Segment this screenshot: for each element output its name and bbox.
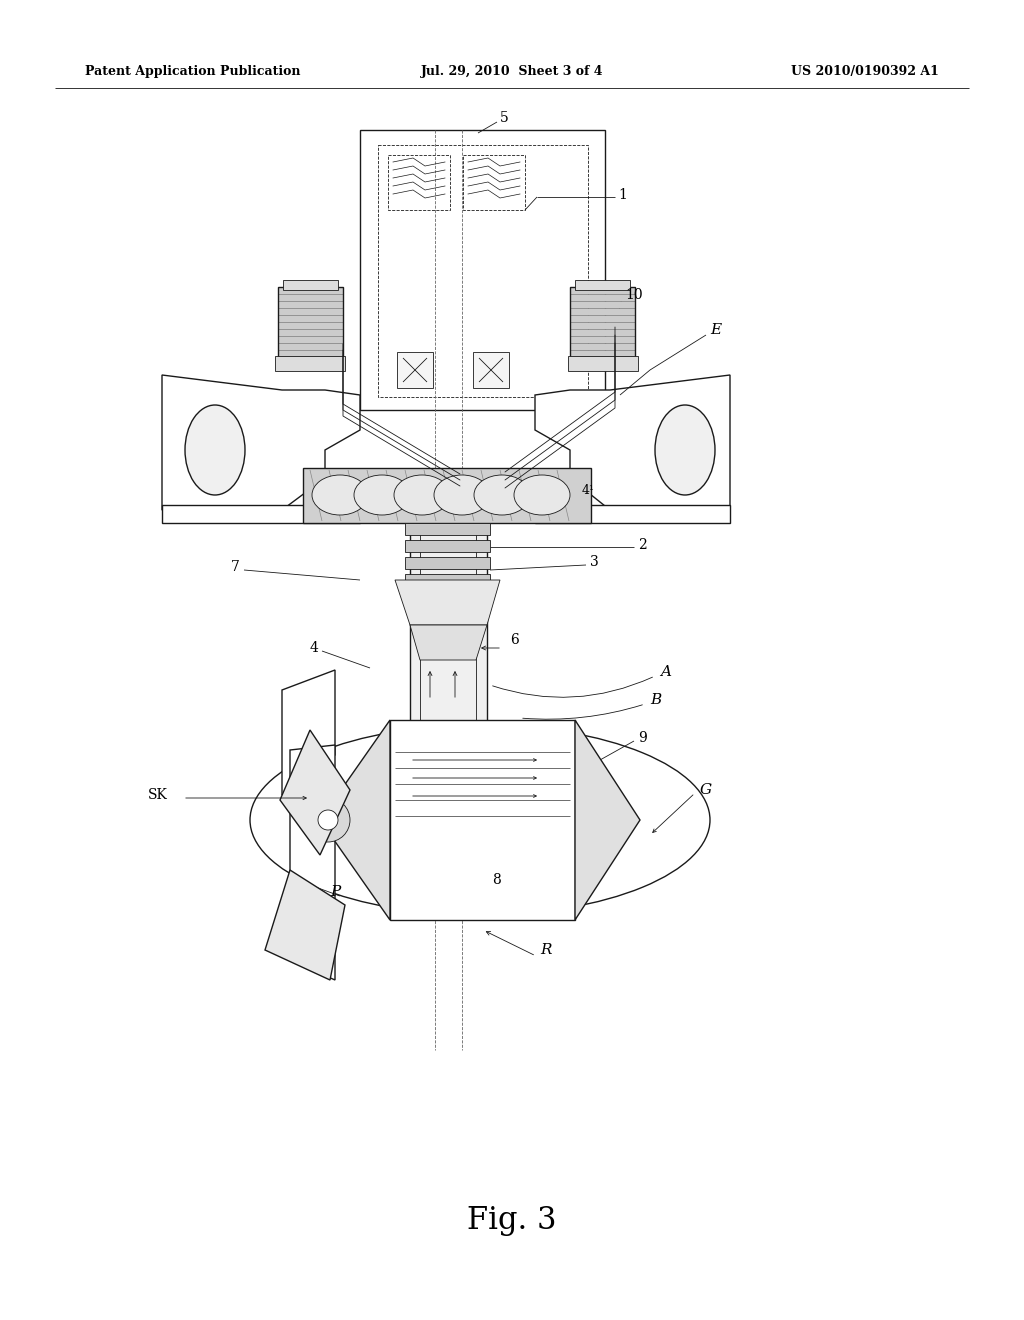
Bar: [390, 719, 575, 920]
Text: 9: 9: [638, 731, 647, 744]
Ellipse shape: [434, 475, 490, 515]
Ellipse shape: [312, 475, 368, 515]
Bar: [535, 506, 730, 523]
Bar: [570, 350, 635, 356]
Bar: [406, 557, 490, 569]
Bar: [570, 301, 635, 308]
Text: 10: 10: [625, 288, 643, 302]
Ellipse shape: [354, 475, 410, 515]
Bar: [275, 356, 345, 371]
Ellipse shape: [250, 725, 710, 915]
Bar: [570, 294, 635, 301]
Polygon shape: [410, 624, 487, 660]
Polygon shape: [282, 671, 335, 795]
Text: SK: SK: [148, 788, 168, 803]
Polygon shape: [265, 870, 345, 979]
Text: 5: 5: [500, 111, 509, 125]
Polygon shape: [290, 744, 335, 979]
Bar: [378, 145, 588, 397]
Ellipse shape: [185, 405, 245, 495]
Polygon shape: [319, 719, 390, 920]
Bar: [278, 315, 343, 322]
Polygon shape: [535, 375, 730, 510]
Ellipse shape: [514, 475, 570, 515]
Bar: [278, 343, 343, 350]
Text: P: P: [330, 884, 340, 899]
Polygon shape: [575, 719, 640, 920]
Text: A: A: [660, 665, 671, 678]
Bar: [278, 286, 343, 294]
Text: E: E: [710, 323, 721, 337]
Bar: [570, 286, 635, 356]
Bar: [162, 506, 360, 523]
Bar: [575, 280, 630, 290]
Bar: [397, 352, 433, 388]
Bar: [406, 540, 490, 552]
Text: Jul. 29, 2010  Sheet 3 of 4: Jul. 29, 2010 Sheet 3 of 4: [421, 66, 603, 78]
Bar: [278, 329, 343, 337]
Ellipse shape: [394, 475, 450, 515]
Bar: [410, 520, 487, 865]
Bar: [278, 308, 343, 315]
Bar: [388, 154, 450, 210]
Polygon shape: [162, 375, 360, 510]
Bar: [278, 322, 343, 329]
Bar: [278, 337, 343, 343]
Bar: [570, 315, 635, 322]
Bar: [570, 322, 635, 329]
Text: Fig. 3: Fig. 3: [467, 1204, 557, 1236]
Ellipse shape: [318, 810, 338, 830]
Polygon shape: [395, 579, 500, 624]
Text: 1: 1: [618, 187, 627, 202]
Bar: [406, 574, 490, 586]
Text: US 2010/0190392 A1: US 2010/0190392 A1: [792, 66, 939, 78]
Bar: [283, 280, 338, 290]
Ellipse shape: [474, 475, 530, 515]
Text: 7: 7: [231, 560, 240, 574]
Polygon shape: [280, 730, 350, 855]
Bar: [463, 154, 525, 210]
Bar: [570, 329, 635, 337]
Text: G: G: [700, 783, 712, 797]
Bar: [278, 294, 343, 301]
Bar: [570, 337, 635, 343]
Text: Patent Application Publication: Patent Application Publication: [85, 66, 300, 78]
Text: 8: 8: [492, 873, 501, 887]
Bar: [278, 301, 343, 308]
Text: 4¹: 4¹: [582, 483, 595, 496]
Bar: [568, 356, 638, 371]
Text: 2: 2: [638, 539, 647, 552]
Bar: [570, 308, 635, 315]
Bar: [303, 469, 591, 523]
Text: R: R: [540, 942, 552, 957]
Bar: [278, 286, 343, 356]
Bar: [406, 523, 490, 535]
Text: 4: 4: [309, 642, 318, 655]
Bar: [570, 343, 635, 350]
Bar: [360, 129, 605, 411]
Bar: [570, 286, 635, 294]
Ellipse shape: [306, 799, 350, 842]
Bar: [278, 350, 343, 356]
Bar: [473, 352, 509, 388]
Text: 3: 3: [590, 554, 599, 569]
Text: 6: 6: [510, 634, 519, 647]
Ellipse shape: [655, 405, 715, 495]
Text: B: B: [650, 693, 662, 708]
